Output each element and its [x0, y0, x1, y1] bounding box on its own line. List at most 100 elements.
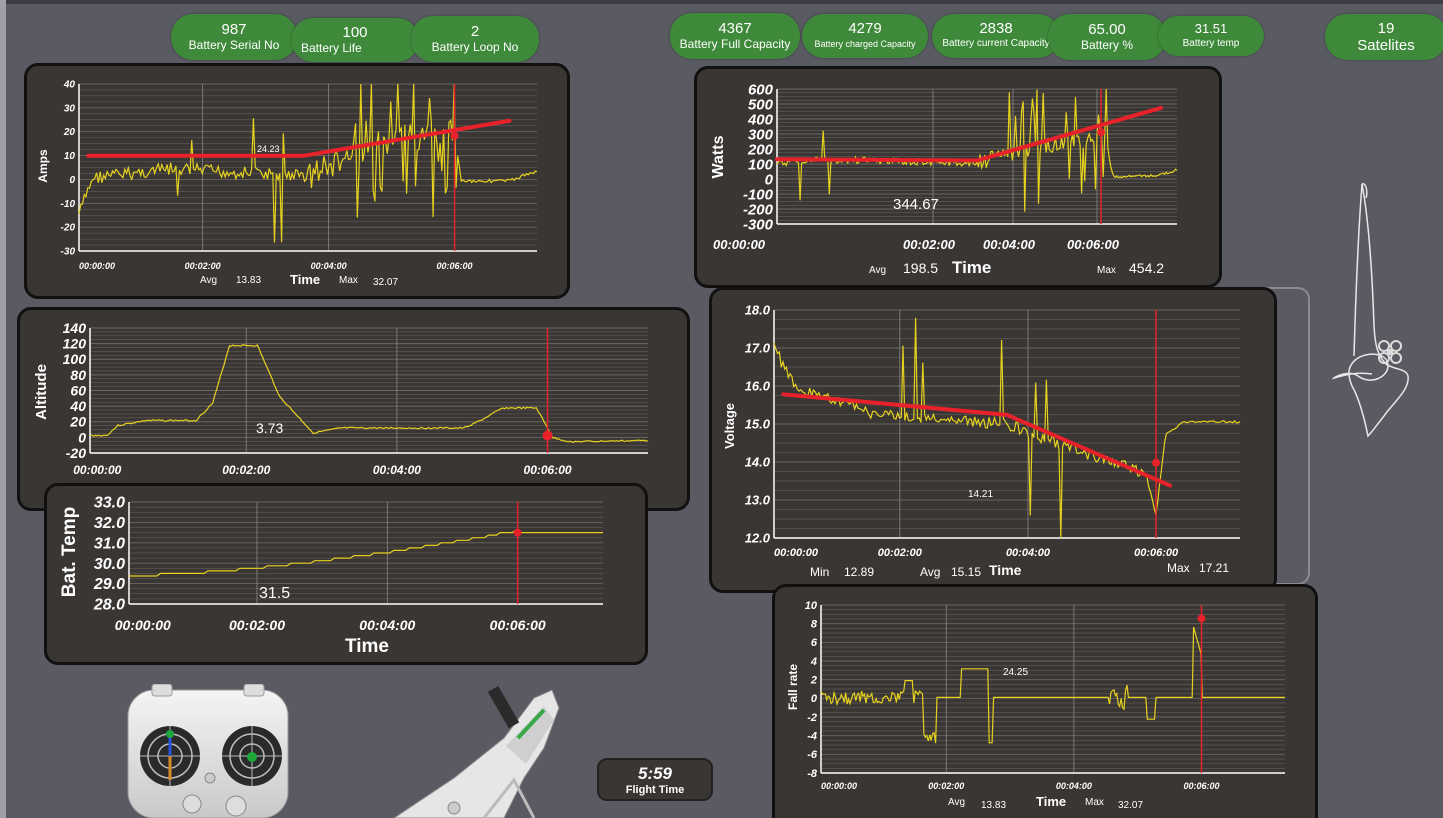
fallrate-ytick-label: 6	[811, 637, 818, 649]
battery-serial-pill: 987 Battery Serial No	[171, 14, 297, 60]
amps-trend-line	[86, 118, 512, 158]
watts-max-label: Max	[1097, 265, 1116, 276]
fallrate-max-value: 32.07	[1118, 800, 1143, 811]
watts-ytick-label: 500	[748, 96, 774, 113]
watts-xtick-label: 00:04:00	[983, 237, 1036, 252]
battemp-xtick-label: 00:04:00	[359, 617, 415, 633]
voltage-avg-value: 15.15	[951, 565, 981, 579]
amps-ytick-label: 10	[64, 151, 76, 162]
fallrate-ytick-label: -2	[807, 712, 817, 724]
battemp-ytick-label: 33.0	[94, 495, 125, 512]
voltage-trend-line	[781, 392, 1173, 488]
battemp-cursor-dot	[513, 528, 522, 537]
voltage-min-value: 12.89	[844, 565, 874, 579]
watts-xlabel: Time	[952, 258, 991, 277]
fallrate-ylabel: Fall rate	[786, 664, 800, 710]
altitude-ytick-label: 40	[69, 398, 86, 414]
fallrate-series-line	[820, 626, 1285, 744]
top-border	[6, 0, 1443, 4]
fallrate-avg-label: Avg	[948, 797, 965, 808]
battery-life-label: Battery Life	[301, 41, 362, 55]
satellites-label: Satelites	[1357, 36, 1415, 54]
battemp-xlabel: Time	[345, 636, 389, 657]
watts-xtick-label: 00:06:00	[1067, 237, 1120, 252]
amps-ytick-label: -10	[61, 199, 76, 210]
amps-ytick-label: 40	[63, 80, 76, 91]
battemp-readout: 31.5	[259, 585, 290, 602]
voltage-xlabel: Time	[989, 562, 1022, 578]
battemp-series-line	[129, 529, 603, 577]
watts-ytick-label: 200	[747, 141, 774, 158]
amps-chart-panel: 40 30 20 10 0 -10 -20 -30 00:00:00 00:02:00 00:04:…	[24, 63, 570, 299]
flight-time-box: 5:59 Flight Time	[597, 758, 713, 801]
altitude-ytick-label: 100	[63, 351, 87, 367]
altitude-ytick-label: -20	[66, 445, 86, 461]
amps-xtick-label: 00:00:00	[79, 261, 115, 271]
voltage-ytick-label: 15.0	[745, 417, 771, 432]
satellites-pill: 19 Satelites	[1325, 14, 1443, 60]
battery-full-capacity-value: 4367	[718, 20, 752, 37]
altitude-ytick-label: 120	[63, 336, 87, 352]
battery-serial-value: 987	[221, 21, 247, 38]
watts-max-value: 454.2	[1129, 260, 1164, 276]
battery-full-capacity-pill: 4367 Battery Full Capacity	[670, 13, 800, 59]
voltage-readout: 14.21	[968, 489, 993, 500]
amps-max-value: 32.07	[373, 277, 398, 288]
battemp-ytick-label: 31.0	[94, 535, 125, 552]
battery-loop-label: Battery Loop No	[431, 40, 519, 54]
altitude-ytick-label: 80	[70, 367, 86, 383]
battery-temp-pill: 31.51 Battery temp	[1158, 16, 1264, 56]
voltage-ytick-label: 16.0	[745, 379, 771, 394]
amps-series-line	[78, 83, 538, 243]
watts-ytick-label: -100	[743, 186, 774, 203]
altitude-readout: 3.73	[256, 420, 283, 436]
voltage-avg-label: Avg	[920, 565, 940, 579]
watts-avg-value: 198.5	[903, 260, 938, 276]
voltage-xtick-label: 00:00:00	[774, 547, 819, 559]
watts-avg-label: Avg	[869, 265, 886, 276]
watts-ylabel: Watts	[710, 135, 727, 178]
watts-ytick-label: -300	[743, 216, 774, 233]
battery-serial-label: Battery Serial No	[188, 38, 280, 52]
battemp-ytick-label: 30.0	[94, 556, 125, 573]
battery-full-capacity-label: Battery Full Capacity	[679, 37, 791, 51]
battemp-xtick-label: 00:02:00	[229, 617, 285, 633]
satellites-value: 19	[1377, 19, 1395, 37]
battery-temp-label: Battery temp	[1182, 38, 1240, 49]
watts-xtick-label: 00:02:00	[903, 237, 956, 252]
amps-ytick-label: 20	[63, 127, 76, 138]
battery-percent-label: Battery %	[1080, 38, 1134, 52]
fallrate-ytick-label: -4	[807, 731, 817, 743]
altitude-ylabel: Altitude	[33, 364, 50, 420]
battery-life-value: 100	[342, 24, 368, 41]
drone-icon	[394, 685, 560, 818]
battemp-ytick-label: 32.0	[94, 515, 125, 532]
battery-charged-capacity-pill: 4279 Battery charged Capacity	[802, 14, 928, 58]
flight-path-map	[1333, 183, 1409, 438]
battery-temp-value: 31.51	[1194, 21, 1228, 36]
fallrate-xtick-label: 00:02:00	[928, 781, 964, 791]
fallrate-ytick-label: -8	[807, 768, 818, 780]
voltage-ytick-label: 14.0	[745, 455, 771, 470]
altitude-xtick-label: 00:06:00	[524, 463, 572, 477]
fallrate-xtick-label: 00:04:00	[1056, 781, 1092, 791]
battery-loop-value: 2	[470, 23, 480, 40]
voltage-ytick-label: 18.0	[745, 303, 771, 318]
battemp-xtick-label: 00:00:00	[115, 617, 171, 633]
battery-percent-pill: 65.00 Battery %	[1048, 14, 1166, 60]
amps-ytick-label: -30	[61, 247, 76, 258]
watts-ytick-label: 100	[748, 156, 774, 173]
battery-life-pill: 100 Battery Life	[291, 18, 419, 62]
watts-cursor-dot	[1097, 128, 1105, 137]
altitude-xtick-label: 00:04:00	[373, 463, 421, 477]
altitude-cursor-dot	[542, 430, 553, 441]
battemp-ytick-label: 29.0	[93, 576, 125, 593]
watts-ytick-label: 400	[747, 111, 774, 128]
voltage-ytick-label: 12.0	[745, 531, 771, 546]
altitude-ytick-label: 0	[78, 429, 86, 445]
amps-max-label: Max	[339, 275, 358, 286]
battery-current-capacity-pill: 2838 Battery current Capacity	[932, 14, 1060, 58]
fallrate-readout: 24.25	[1003, 667, 1028, 678]
fallrate-max-label: Max	[1085, 797, 1104, 808]
